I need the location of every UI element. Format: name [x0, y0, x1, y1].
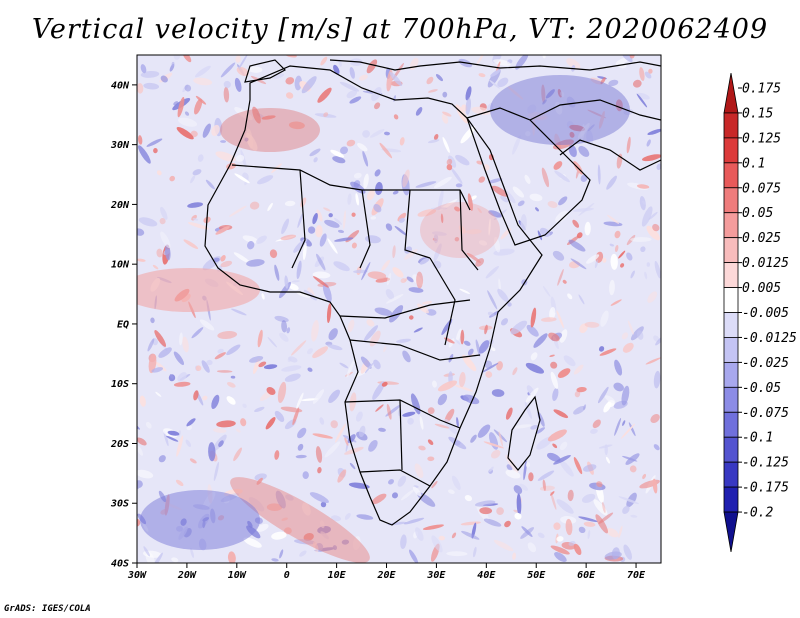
colorbar-swatch	[723, 461, 739, 488]
colorbar-swatch	[723, 411, 739, 438]
grads-credit: GrADS: IGES/COLA	[4, 604, 91, 614]
lon-tick-label: 50E	[527, 570, 546, 581]
plot-frame	[136, 54, 662, 564]
lat-tick-label: 30S	[110, 499, 129, 510]
colorbar-label: -0.1	[742, 431, 773, 446]
lat-tick-label: 40S	[111, 559, 129, 570]
colorbar-swatch	[723, 511, 739, 553]
colorbar-swatch	[723, 162, 739, 189]
colorbar-label: -0.125	[742, 456, 789, 471]
lat-tick-label: 20S	[110, 439, 129, 450]
colorbar-label: 0.175	[742, 82, 781, 97]
colorbar-swatch	[723, 337, 739, 363]
colorbar-label: 0.025	[742, 231, 781, 246]
colorbar-label: -0.2	[742, 506, 773, 521]
lat-tick-label: 20N	[110, 200, 130, 211]
colorbar-swatch	[723, 112, 739, 139]
colorbar-swatch	[723, 137, 739, 164]
colorbar-label: 0.0125	[742, 256, 789, 271]
lon-tick-label: 30E	[426, 570, 446, 581]
colorbar-label: 0.15	[742, 106, 773, 121]
colorbar-swatch	[723, 72, 739, 114]
colorbar-label: -0.05	[742, 381, 781, 396]
lat-tick-label: 30N	[110, 140, 130, 151]
lat-tick-label: 10N	[111, 260, 130, 271]
lon-tick-label: 20W	[177, 570, 197, 581]
colorbar-label: -0.175	[742, 481, 789, 496]
lon-tick-label: 0	[284, 570, 290, 581]
colorbar-swatch	[723, 237, 739, 264]
longitude-ticks: 30W 20W 10W 0 10E 20E 30E 40E 50E 60E 70E	[127, 563, 646, 581]
colorbar-swatch	[723, 436, 739, 463]
colorbar-swatch	[723, 486, 739, 513]
colorbar-label: 0.1	[742, 156, 765, 171]
colorbar-label: -0.025	[742, 356, 789, 371]
colorbar-swatch	[723, 287, 739, 313]
lon-tick-label: 10W	[228, 570, 247, 581]
lat-tick-label: 40N	[111, 80, 130, 91]
colorbar-swatch	[723, 386, 739, 413]
lon-tick-label: 60E	[577, 570, 596, 581]
colorbar-swatch	[723, 361, 739, 388]
colorbar-label: -0.0125	[742, 331, 797, 346]
colorbar: 0.175 0.15 0.125 0.1 0.075 0.05 0.025 0.0125 0.0…	[723, 72, 797, 553]
colorbar-label: 0.005	[742, 281, 781, 296]
lat-tick-label: 10S	[111, 379, 129, 390]
colorbar-swatch	[723, 262, 739, 288]
colorbar-swatch	[723, 212, 739, 239]
map-title: Vertical velocity [m/s] at 700hPa, VT: 2…	[31, 14, 769, 45]
lon-tick-label: 10E	[328, 570, 347, 581]
lat-tick-label: EQ	[117, 319, 129, 330]
colorbar-label: 0.075	[742, 181, 781, 196]
lon-tick-label: 40E	[477, 570, 496, 581]
lon-tick-label: 30W	[127, 570, 147, 581]
colorbar-label: 0.05	[742, 206, 773, 221]
vertical-velocity-field	[137, 55, 661, 563]
colorbar-label: -0.005	[742, 306, 789, 321]
colorbar-swatch	[723, 312, 739, 338]
coastlines	[204, 59, 661, 526]
lon-tick-label: 70E	[627, 570, 646, 581]
colorbar-swatch	[723, 187, 739, 214]
lon-tick-label: 20E	[376, 570, 396, 581]
colorbar-label: -0.075	[742, 406, 789, 421]
latitude-ticks: 40N 30N 20N 10N EQ 10S 20S 30S 40S	[110, 80, 137, 570]
colorbar-label: 0.125	[742, 131, 781, 146]
